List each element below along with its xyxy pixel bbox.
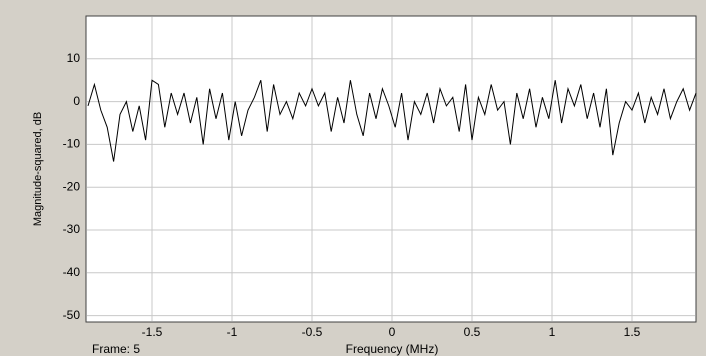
x-tick-label: 0 — [389, 325, 396, 339]
frame-label: Frame: 5 — [92, 342, 140, 356]
y-tick-label: 0 — [73, 94, 80, 108]
x-axis-label: Frequency (MHz) — [346, 342, 439, 356]
x-tick-label: -1.5 — [142, 325, 163, 339]
y-tick-label: -30 — [63, 222, 81, 236]
y-tick-label: -10 — [63, 137, 81, 151]
spectrum-line — [87, 79, 697, 162]
plot-area — [85, 15, 697, 323]
y-tick-label: -50 — [63, 308, 81, 322]
y-tick-label: -20 — [63, 179, 81, 193]
x-tick-label: 0.5 — [464, 325, 481, 339]
y-tick-label: -40 — [63, 265, 81, 279]
x-tick-label: -1 — [227, 325, 238, 339]
x-tick-label: 1.5 — [624, 325, 641, 339]
y-axis-label: Magnitude-squared, dB — [32, 112, 44, 226]
y-tick-label: 10 — [67, 51, 81, 65]
x-tick-label: 1 — [549, 325, 556, 339]
x-tick-label: -0.5 — [302, 325, 323, 339]
